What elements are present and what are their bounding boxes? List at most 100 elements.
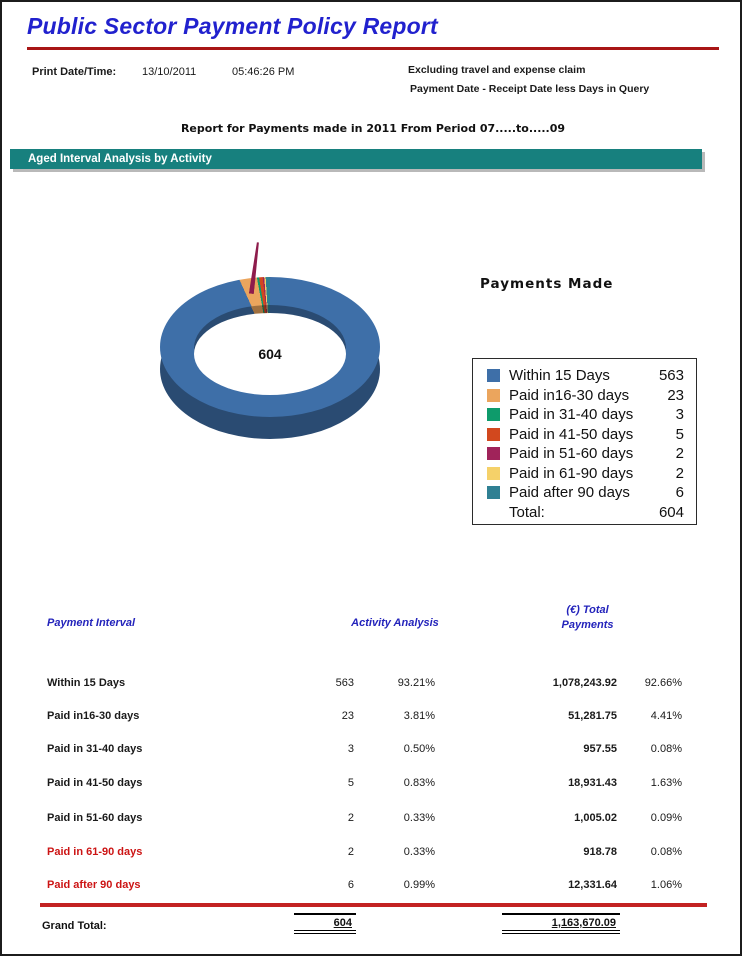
- legend-row: Paid in 41-50 days 5: [487, 425, 684, 445]
- row-count: 2: [347, 846, 354, 858]
- legend-label: Paid in 61-90 days: [509, 464, 634, 482]
- row-count-pct: 0.33%: [403, 846, 435, 858]
- table-row: Paid in 51-60 days 2 0.33% 1,005.02 0.09…: [2, 812, 740, 828]
- row-label: Paid in 51-60 days: [47, 812, 143, 824]
- title-divider: [27, 47, 719, 50]
- legend-value: 3: [675, 406, 684, 424]
- table-row: Within 15 Days 563 93.21% 1,078,243.92 9…: [2, 677, 740, 693]
- row-count: 563: [335, 677, 354, 689]
- row-amount: 18,931.43: [568, 777, 617, 789]
- table-row: Paid in 31-40 days 3 0.50% 957.55 0.08%: [2, 743, 740, 759]
- row-amount-pct: 92.66%: [644, 677, 682, 689]
- print-date-value: 13/10/2011: [142, 66, 197, 78]
- legend-box: Within 15 Days 563 Paid in16-30 days 23 …: [472, 358, 697, 525]
- grand-total-amount-value: 1,163,670.09: [551, 917, 616, 929]
- row-label: Paid in 31-40 days: [47, 743, 143, 755]
- legend-total-label: Total:: [509, 503, 545, 521]
- row-amount-pct: 4.41%: [650, 710, 682, 722]
- row-count: 2: [347, 812, 354, 824]
- row-label: Paid after 90 days: [47, 879, 141, 891]
- table-row: Paid in16-30 days 23 3.81% 51,281.75 4.4…: [2, 710, 740, 726]
- row-count-pct: 0.33%: [403, 812, 435, 824]
- print-date-label: Print Date/Time:: [32, 66, 117, 78]
- row-label: Paid in 61-90 days: [47, 846, 143, 858]
- column-header-total-payments-line1: (€) Total: [566, 604, 609, 616]
- column-header-activity-analysis: Activity Analysis: [351, 617, 439, 629]
- legend-row: Paid after 90 days 6: [487, 483, 684, 503]
- legend-swatch-paid-16-30: [487, 388, 500, 402]
- legend-row: Paid in 31-40 days 3: [487, 405, 684, 425]
- legend-label: Paid after 90 days: [509, 484, 630, 502]
- print-date-row: Print Date/Time: 13/10/2011 05:46:26 PM: [32, 66, 294, 78]
- row-amount-pct: 0.08%: [650, 846, 682, 858]
- legend-label: Within 15 Days: [509, 367, 610, 385]
- legend-swatch-paid-after-90: [487, 486, 500, 500]
- legend-row: Paid in 51-60 days 2: [487, 444, 684, 464]
- legend-row: Within 15 Days 563: [487, 366, 684, 386]
- row-amount: 12,331.64: [568, 879, 617, 891]
- table-row: Paid after 90 days 6 0.99% 12,331.64 1.0…: [2, 879, 740, 895]
- row-count-pct: 3.81%: [403, 710, 435, 722]
- row-amount: 1,078,243.92: [552, 677, 617, 689]
- print-time-value: 05:46:26 PM: [232, 66, 295, 78]
- row-count: 5: [347, 777, 354, 789]
- legend-row: Paid in16-30 days 23: [487, 386, 684, 406]
- legend-total-value: 604: [658, 503, 684, 521]
- row-count-pct: 0.50%: [403, 743, 435, 755]
- legend-label: Paid in 31-40 days: [509, 406, 634, 424]
- table-row: Paid in 41-50 days 5 0.83% 18,931.43 1.6…: [2, 777, 740, 793]
- legend-label: Paid in 51-60 days: [509, 445, 634, 463]
- legend-swatch-paid-61-90: [487, 466, 500, 480]
- grand-total-amount: 1,163,670.09: [502, 913, 620, 934]
- legend-value: 2: [675, 464, 684, 482]
- row-label: Paid in 41-50 days: [47, 777, 143, 789]
- donut-chart: 604: [160, 277, 380, 442]
- row-amount: 1,005.02: [574, 812, 617, 824]
- row-count-pct: 93.21%: [397, 677, 435, 689]
- legend-total-row: Total: 604: [487, 503, 684, 523]
- legend-swatch-paid-31-40: [487, 408, 500, 422]
- row-count: 23: [341, 710, 354, 722]
- donut-hole: [194, 313, 346, 395]
- legend-swatch-within-15-days: [487, 369, 500, 383]
- row-count-pct: 0.99%: [403, 879, 435, 891]
- grand-total-count-value: 604: [333, 917, 352, 929]
- column-header-total-payments-line2: Payments: [561, 619, 614, 631]
- section-banner: Aged Interval Analysis by Activity: [10, 149, 702, 169]
- note-payment-date-formula: Payment Date - Receipt Date less Days in…: [410, 83, 650, 95]
- row-label: Paid in16-30 days: [47, 710, 140, 722]
- legend-value: 5: [675, 425, 684, 443]
- grand-total-count: 604: [294, 913, 356, 934]
- row-amount-pct: 0.09%: [650, 812, 682, 824]
- report-period-line: Report for Payments made in 2011 From Pe…: [180, 122, 566, 135]
- legend-value: 23: [667, 386, 684, 404]
- legend-label: Paid in16-30 days: [509, 386, 630, 404]
- page-title: Public Sector Payment Policy Report: [27, 13, 438, 39]
- row-amount: 918.78: [583, 846, 617, 858]
- legend-value: 2: [675, 445, 684, 463]
- legend-row: Paid in 61-90 days 2: [487, 464, 684, 484]
- row-amount-pct: 0.08%: [650, 743, 682, 755]
- legend-value: 6: [675, 484, 684, 502]
- legend-label: Paid in 41-50 days: [509, 425, 634, 443]
- row-amount-pct: 1.06%: [650, 879, 682, 891]
- row-count: 6: [347, 879, 354, 891]
- note-excluding-claims: Excluding travel and expense claim: [408, 64, 586, 76]
- table-row: Paid in 61-90 days 2 0.33% 918.78 0.08%: [2, 846, 740, 862]
- grand-total-divider: [40, 903, 707, 907]
- row-count-pct: 0.83%: [403, 777, 435, 789]
- grand-total-label: Grand Total:: [42, 920, 107, 932]
- row-amount: 957.55: [583, 743, 617, 755]
- column-header-total-payments: (€) Total Payments: [530, 603, 645, 633]
- row-count: 3: [347, 743, 354, 755]
- donut-center-label: 604: [258, 346, 282, 362]
- row-amount-pct: 1.63%: [650, 777, 682, 789]
- legend-swatch-paid-51-60: [487, 447, 500, 461]
- legend-swatch-paid-41-50: [487, 427, 500, 441]
- row-label: Within 15 Days: [47, 677, 126, 689]
- column-header-payment-interval: Payment Interval: [47, 617, 136, 629]
- chart-title: Payments Made: [480, 276, 614, 292]
- row-amount: 51,281.75: [568, 710, 617, 722]
- legend-value: 563: [658, 367, 684, 385]
